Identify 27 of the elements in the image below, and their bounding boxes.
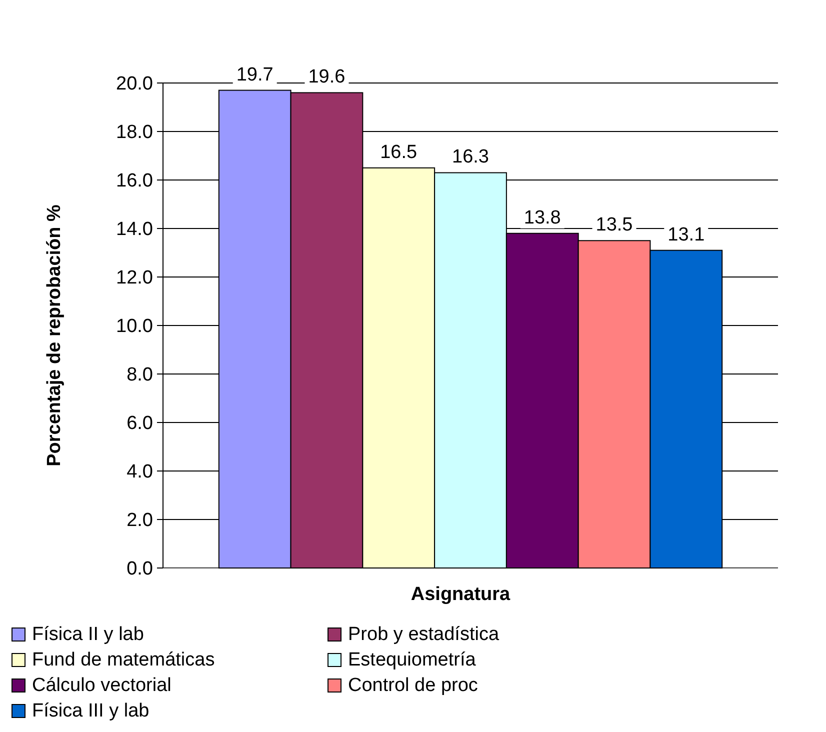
data-label: 19.6: [308, 66, 346, 88]
legend-label: Estequiometría: [348, 650, 476, 670]
y-tick-label: 20.0: [116, 74, 153, 95]
y-tick-label: 2.0: [126, 510, 153, 532]
data-label: 19.7: [236, 64, 274, 86]
data-label: 13.1: [668, 224, 705, 246]
x-axis-title: Asignatura: [410, 584, 511, 605]
data-label: 13.8: [524, 207, 561, 228]
y-tick-label: 16.0: [116, 170, 153, 192]
legend-label: Física III y lab: [32, 700, 150, 722]
data-label: 16.5: [380, 142, 418, 163]
y-tick-label: 4.0: [126, 462, 153, 483]
y-tick-label: 8.0: [126, 364, 153, 386]
legend-label: Prob y estadística: [348, 624, 500, 645]
legend-label: Control de proc: [348, 675, 478, 696]
y-tick-label: 12.0: [116, 268, 153, 289]
y-tick-label: 6.0: [126, 413, 153, 434]
data-label: 16.3: [452, 146, 489, 168]
data-label: 13.5: [596, 214, 633, 236]
legend-label: Cálculo vectorial: [32, 675, 172, 696]
legend-label: Fund de matemáticas: [32, 650, 215, 670]
y-tick-label: 10.0: [116, 316, 153, 338]
y-tick-label: 14.0: [116, 219, 153, 240]
legend-label: Física II y lab: [32, 624, 144, 645]
y-tick-label: 0.0: [126, 558, 153, 580]
y-tick-label: 18.0: [116, 122, 153, 144]
y-axis-title: Porcentaje de reprobación %: [44, 204, 65, 466]
